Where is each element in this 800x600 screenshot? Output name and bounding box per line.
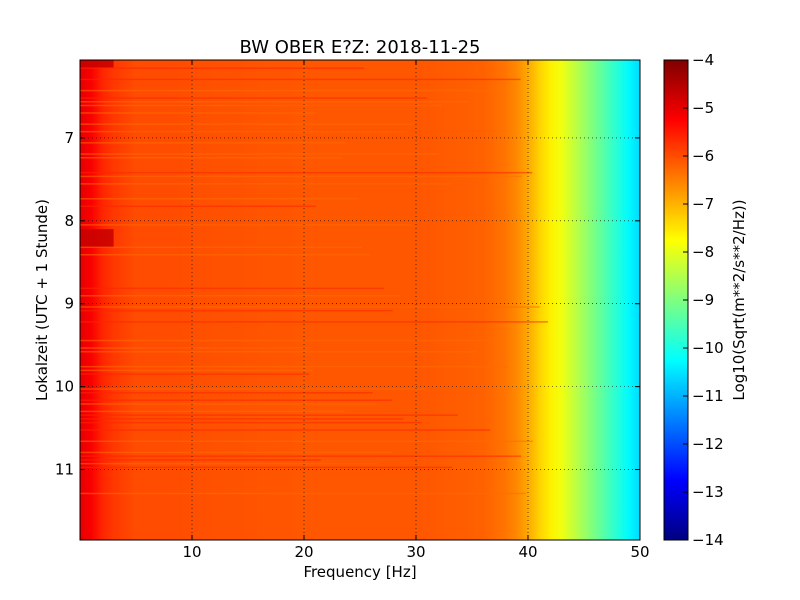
x-tick-label: 40 — [518, 543, 537, 561]
texture-stripe — [80, 224, 412, 226]
colorbar-tick-label: −14 — [692, 531, 724, 549]
y-tick-label: 7 — [64, 129, 74, 147]
texture-stripe — [80, 89, 497, 92]
y-tick-label: 9 — [64, 295, 74, 313]
texture-stripe — [80, 101, 470, 103]
grid-lines — [80, 60, 640, 540]
colorbar-tick-label: −12 — [692, 435, 724, 453]
x-tick-label: 30 — [406, 543, 425, 561]
texture-stripe — [80, 153, 439, 155]
x-axis-ticks: 10 20 30 40 50 — [182, 60, 650, 561]
colorbar-ticks: −4 −5 −6 −7 −8 −9 −10 −11 −12 −13 −14 — [683, 51, 724, 549]
texture-stripe — [80, 112, 317, 114]
y-tick-label: 8 — [64, 212, 74, 230]
texture-stripe — [80, 156, 342, 159]
x-tick-label: 10 — [182, 543, 201, 561]
texture-stripe — [80, 321, 549, 323]
texture-stripe — [80, 414, 458, 416]
texture-stripe — [80, 253, 371, 256]
colorbar-tick-label: −8 — [692, 243, 714, 261]
texture-stripe — [80, 399, 392, 401]
texture-stripe — [80, 451, 393, 454]
colorbar-tick-label: −7 — [692, 195, 714, 213]
texture-stripe — [80, 142, 346, 144]
texture-stripe — [80, 373, 310, 375]
texture-stripe — [80, 104, 443, 107]
texture-stripe — [80, 295, 401, 297]
x-tick-label: 50 — [630, 543, 649, 561]
colorbar-tick-label: −5 — [692, 99, 714, 117]
texture-stripe — [80, 205, 316, 207]
y-tick-label: 11 — [55, 461, 74, 479]
texture-stripe — [80, 123, 414, 125]
texture-stripe — [80, 350, 479, 353]
texture-stripe — [80, 455, 522, 457]
texture-stripe — [80, 198, 360, 200]
texture-stripe — [80, 466, 452, 469]
texture-stripe — [80, 130, 408, 133]
colorbar-tick-label: −6 — [692, 147, 714, 165]
texture-stripe — [80, 97, 427, 99]
colorbar-tick-label: −9 — [692, 291, 714, 309]
texture-stripe — [80, 183, 453, 185]
texture-stripe — [80, 392, 373, 394]
x-tick-label: 20 — [294, 543, 313, 561]
plot-frame — [79, 59, 641, 541]
texture-stripe — [80, 462, 379, 465]
colorbar-tick-label: −10 — [692, 339, 724, 357]
texture-stripe — [80, 403, 377, 405]
y-axis-ticks: 7 8 9 10 11 — [55, 129, 640, 479]
heatmap-stripes — [80, 60, 549, 495]
chart-title: BW OBER E?Z: 2018-11-25 — [240, 37, 481, 58]
colorbar-tick-label: −4 — [692, 51, 714, 69]
texture-stripe — [80, 306, 540, 308]
texture-stripe — [80, 369, 314, 372]
y-axis-label: Lokalzeit (UTC + 1 Stunde) — [33, 199, 51, 401]
texture-stripe — [80, 459, 321, 461]
texture-stripe — [80, 388, 426, 390]
texture-stripe — [80, 421, 422, 424]
texture-stripe — [80, 440, 534, 443]
colorbar-label: Log10(Sqrt(m**2/s**2/Hz)) — [730, 199, 748, 400]
texture-stripe — [80, 78, 521, 81]
colorbar-tick-label: −13 — [692, 483, 724, 501]
texture-stripe — [80, 339, 500, 342]
texture-stripe — [80, 347, 311, 349]
texture-stripe — [80, 492, 526, 495]
texture-stripe — [80, 175, 522, 178]
x-axis-label: Frequency [Hz] — [303, 563, 416, 581]
dark-band — [80, 229, 114, 248]
dark-band — [80, 60, 114, 68]
texture-stripe — [80, 418, 404, 420]
texture-stripe — [80, 309, 393, 312]
texture-stripe — [80, 67, 365, 69]
plot-area — [80, 60, 640, 540]
texture-stripe — [80, 171, 533, 174]
texture-stripe — [80, 365, 509, 368]
y-tick-label: 10 — [55, 378, 74, 396]
texture-stripe — [80, 246, 363, 249]
colorbar-tick-label: −11 — [692, 387, 724, 405]
texture-stripe — [80, 410, 345, 413]
texture-stripe — [80, 429, 491, 431]
texture-stripe — [80, 287, 384, 290]
